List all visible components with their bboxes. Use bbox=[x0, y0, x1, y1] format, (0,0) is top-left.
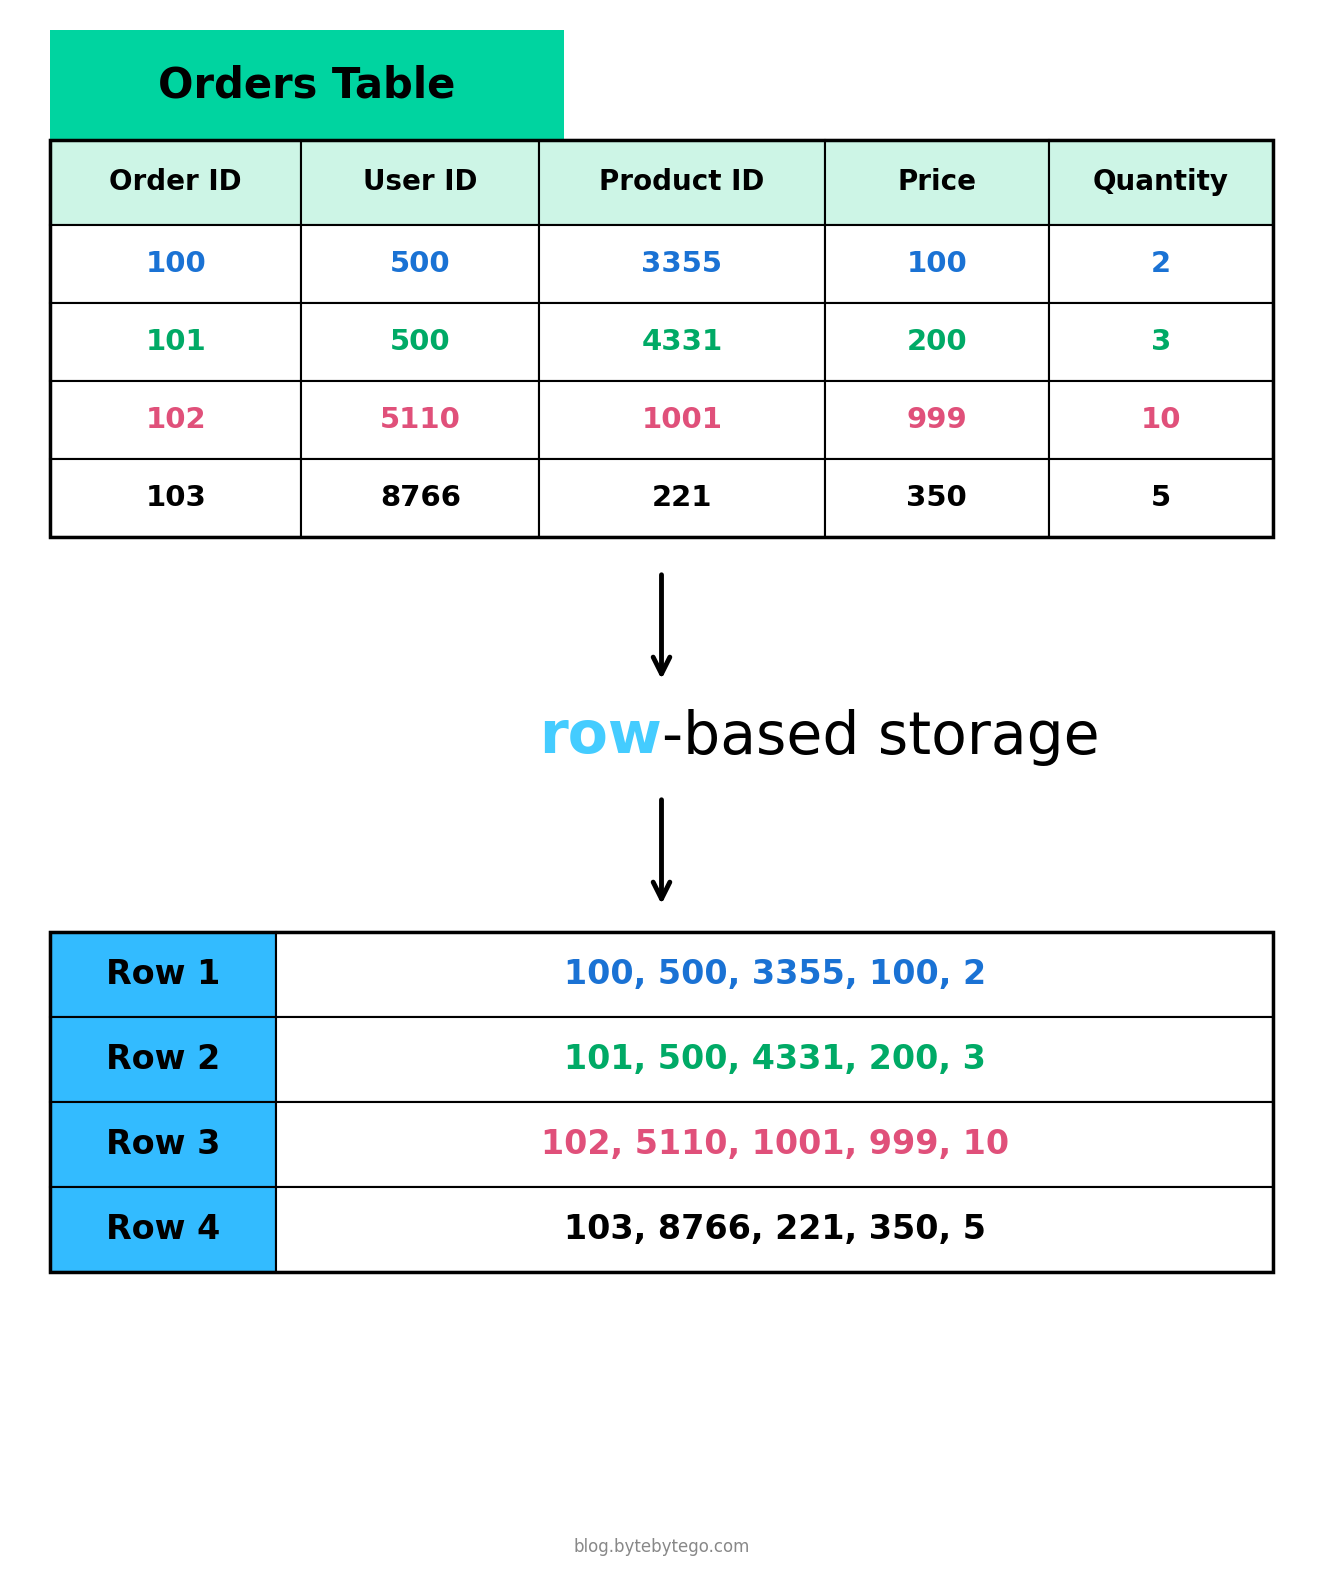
Text: User ID: User ID bbox=[363, 168, 478, 196]
Bar bbox=[50, 140, 1273, 538]
Bar bbox=[50, 932, 277, 1017]
Bar bbox=[50, 1187, 277, 1272]
Text: Quantity: Quantity bbox=[1093, 168, 1229, 196]
Bar bbox=[50, 1102, 277, 1187]
Bar bbox=[277, 932, 1273, 1017]
Bar bbox=[50, 30, 564, 140]
Bar bbox=[277, 1017, 1273, 1102]
Text: Product ID: Product ID bbox=[599, 168, 765, 196]
Bar bbox=[50, 932, 1273, 1272]
Text: 5110: 5110 bbox=[380, 406, 460, 434]
Text: 1001: 1001 bbox=[642, 406, 722, 434]
Text: 8766: 8766 bbox=[380, 484, 460, 512]
Bar bbox=[540, 380, 824, 459]
Text: 102: 102 bbox=[146, 406, 206, 434]
Text: 3355: 3355 bbox=[642, 250, 722, 278]
Bar bbox=[302, 303, 540, 380]
Text: 102, 5110, 1001, 999, 10: 102, 5110, 1001, 999, 10 bbox=[541, 1129, 1008, 1162]
Bar bbox=[540, 459, 824, 538]
Bar bbox=[540, 303, 824, 380]
Bar bbox=[50, 303, 302, 380]
Text: 100: 100 bbox=[146, 250, 206, 278]
Text: 103, 8766, 221, 350, 5: 103, 8766, 221, 350, 5 bbox=[564, 1214, 986, 1247]
Bar bbox=[1049, 225, 1273, 303]
Text: 350: 350 bbox=[906, 484, 967, 512]
Bar bbox=[540, 225, 824, 303]
Text: 3: 3 bbox=[1151, 329, 1171, 355]
Bar bbox=[302, 459, 540, 538]
Text: Price: Price bbox=[897, 168, 976, 196]
Bar bbox=[1049, 380, 1273, 459]
Bar bbox=[824, 303, 1049, 380]
Text: 100: 100 bbox=[906, 250, 967, 278]
Bar bbox=[50, 459, 302, 538]
Bar bbox=[302, 140, 540, 225]
Text: 200: 200 bbox=[906, 329, 967, 355]
Bar bbox=[50, 225, 302, 303]
Text: 500: 500 bbox=[390, 329, 451, 355]
Bar bbox=[50, 1017, 277, 1102]
Text: Row 2: Row 2 bbox=[106, 1042, 220, 1075]
Bar bbox=[824, 459, 1049, 538]
Text: Orders Table: Orders Table bbox=[159, 64, 455, 105]
Text: blog.bytebytego.com: blog.bytebytego.com bbox=[573, 1537, 750, 1556]
Bar bbox=[540, 140, 824, 225]
Bar bbox=[277, 1102, 1273, 1187]
Text: Row 1: Row 1 bbox=[106, 957, 220, 990]
Text: 221: 221 bbox=[652, 484, 712, 512]
Bar bbox=[824, 380, 1049, 459]
Text: Row 4: Row 4 bbox=[106, 1214, 220, 1247]
Text: 500: 500 bbox=[390, 250, 451, 278]
Text: 999: 999 bbox=[906, 406, 967, 434]
Bar bbox=[302, 380, 540, 459]
Text: 100, 500, 3355, 100, 2: 100, 500, 3355, 100, 2 bbox=[564, 957, 986, 990]
Bar bbox=[50, 140, 302, 225]
Text: 101: 101 bbox=[146, 329, 206, 355]
Text: -based storage: -based storage bbox=[662, 709, 1099, 766]
Bar bbox=[302, 225, 540, 303]
Text: row: row bbox=[538, 709, 662, 766]
Text: Order ID: Order ID bbox=[110, 168, 242, 196]
Bar bbox=[824, 140, 1049, 225]
Bar bbox=[277, 1187, 1273, 1272]
Text: 103: 103 bbox=[146, 484, 206, 512]
Text: 101, 500, 4331, 200, 3: 101, 500, 4331, 200, 3 bbox=[564, 1042, 986, 1075]
Text: 5: 5 bbox=[1151, 484, 1171, 512]
Bar bbox=[1049, 303, 1273, 380]
Bar bbox=[50, 380, 302, 459]
Text: 2: 2 bbox=[1151, 250, 1171, 278]
Text: Row 3: Row 3 bbox=[106, 1129, 221, 1162]
Bar bbox=[1049, 459, 1273, 538]
Text: 4331: 4331 bbox=[642, 329, 722, 355]
Bar bbox=[824, 225, 1049, 303]
Bar bbox=[1049, 140, 1273, 225]
Text: 10: 10 bbox=[1140, 406, 1181, 434]
